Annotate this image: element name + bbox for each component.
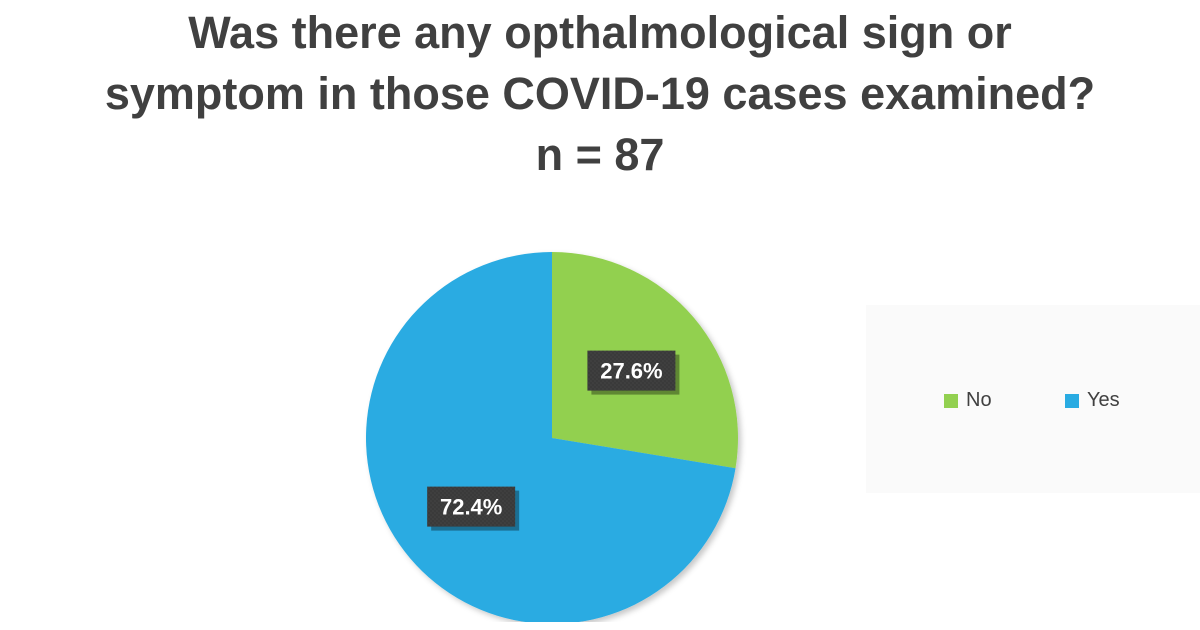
legend: No Yes xyxy=(866,305,1200,493)
data-label-text-no: 27.6% xyxy=(600,359,662,384)
data-label-box xyxy=(427,486,516,527)
chart-title-line-2: symptom in those COVID-19 cases examined… xyxy=(104,68,1096,119)
legend-swatch-no xyxy=(944,393,958,408)
data-label-no: 27.6% xyxy=(587,350,680,395)
data-label-yes: 72.4% xyxy=(427,486,520,531)
pie-slice-yes xyxy=(366,252,736,622)
chart-title: Was there any opthalmological sign or sy… xyxy=(0,2,1200,185)
data-label-text-yes: 72.4% xyxy=(440,495,502,520)
legend-label-no: No xyxy=(966,389,992,411)
legend-swatch-yes xyxy=(1065,393,1079,408)
chart-title-line-3: n = 87 xyxy=(535,129,665,180)
data-label-box xyxy=(587,350,676,391)
legend-label-yes: Yes xyxy=(1087,389,1120,411)
legend-item-yes: Yes xyxy=(1065,389,1120,412)
legend-item-no: No xyxy=(944,389,992,412)
pie-chart: 27.6% 72.4% xyxy=(366,252,738,622)
chart-title-line-1: Was there any opthalmological sign or xyxy=(188,7,1012,58)
